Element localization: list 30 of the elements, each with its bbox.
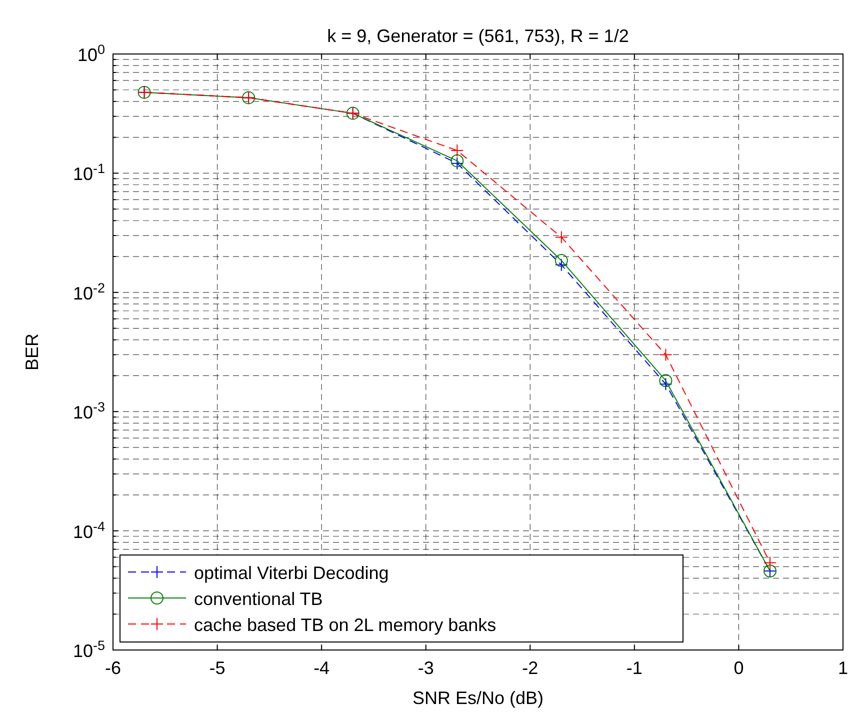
point	[554, 258, 568, 272]
point	[659, 378, 672, 391]
point	[554, 230, 568, 244]
legend-label: cache based TB on 2L memory banks	[194, 615, 496, 635]
point	[450, 144, 464, 158]
point	[764, 556, 776, 570]
point	[659, 348, 672, 362]
y-tick-label: 10$^{-5}$	[72, 638, 105, 661]
x-tick-label: 0	[734, 658, 744, 678]
x-tick-label: -1	[626, 658, 642, 678]
y-tick-label: 10$^{-1}$	[72, 160, 105, 184]
y-tick-label: 10$^{-2}$	[72, 280, 105, 304]
x-tick-label: -6	[104, 658, 122, 678]
x-tick-label: -3	[418, 658, 434, 678]
legend-label: conventional TB	[194, 589, 323, 609]
point	[659, 374, 672, 388]
x-tick-label: 1	[838, 658, 848, 678]
legend-label: optimal Viterbi Decoding	[194, 563, 389, 583]
y-tick-label: 10$^{-4}$	[72, 518, 106, 542]
x-tick-label: -5	[209, 658, 226, 678]
y-tick-label: 10$^{-3}$	[72, 399, 105, 423]
x-tick-label: -4	[314, 658, 330, 678]
x-axis-title: SNR Es/No (dB)	[412, 688, 544, 708]
chart-title: k = 9, Generator = (561, 753), R = 1/2	[327, 26, 629, 46]
point	[450, 156, 464, 170]
y-axis-title: BER	[22, 333, 42, 371]
point	[554, 254, 568, 268]
x-tick-label: -2	[522, 658, 538, 678]
point	[450, 154, 464, 168]
y-tick-label: 10$^{0}$	[77, 42, 105, 65]
